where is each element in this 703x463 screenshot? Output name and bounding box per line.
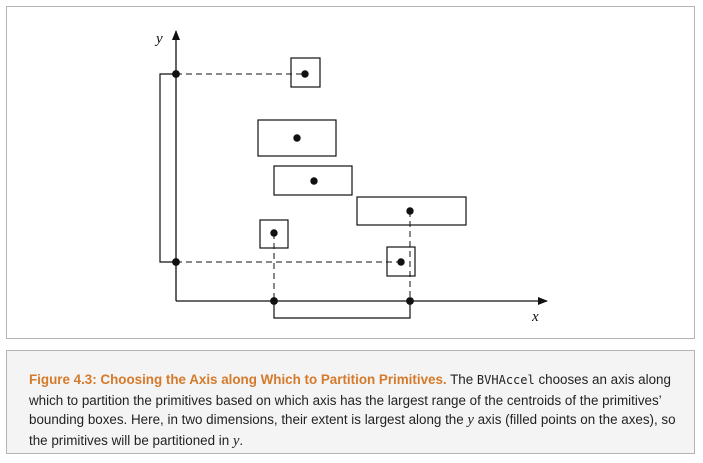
x-axis-point-max <box>406 297 414 305</box>
y-extent-bracket <box>159 73 174 263</box>
bvh-axis-diagram: y x <box>154 30 548 325</box>
caption-title: Figure 4.3: Choosing the Axis along Whic… <box>29 372 447 387</box>
y-axis-point-max <box>172 70 180 78</box>
centroid-point-right-wide <box>406 207 414 215</box>
caption-box: Figure 4.3: Choosing the Axis along Whic… <box>6 350 695 454</box>
bounding-box-right-wide <box>356 196 467 226</box>
centroid-point-middle <box>310 177 318 185</box>
caption-variable-y-1: y <box>467 412 474 428</box>
bounding-box-top <box>290 57 321 88</box>
x-axis-point-min <box>270 297 278 305</box>
caption-text-part-3: axis (filled points on the axes), so the… <box>29 412 676 448</box>
centroid-point-top <box>301 70 309 78</box>
caption-text-part-4: . <box>239 432 244 448</box>
figure-frame: y x <box>6 6 695 339</box>
x-axis-label: x <box>531 309 539 325</box>
y-axis-point-min <box>172 258 180 266</box>
centroid-point-small-bottom-right <box>397 258 405 266</box>
bounding-box-upper-middle <box>257 119 337 157</box>
centroid-point-small-left <box>270 229 278 237</box>
caption-text-part-1: The <box>446 372 477 387</box>
figure-caption: Figure 4.3: Choosing the Axis along Whic… <box>29 370 679 451</box>
caption-code-bvhaccel: BVHAccel <box>476 373 535 387</box>
bounding-box-middle <box>273 165 353 196</box>
caption-variable-y-2: y <box>232 432 240 449</box>
y-axis-label: y <box>154 31 163 47</box>
x-extent-bracket <box>273 303 411 319</box>
centroid-point-upper-middle <box>293 134 301 142</box>
caption-text-part-2: chooses an axis along which to partition… <box>29 372 671 427</box>
